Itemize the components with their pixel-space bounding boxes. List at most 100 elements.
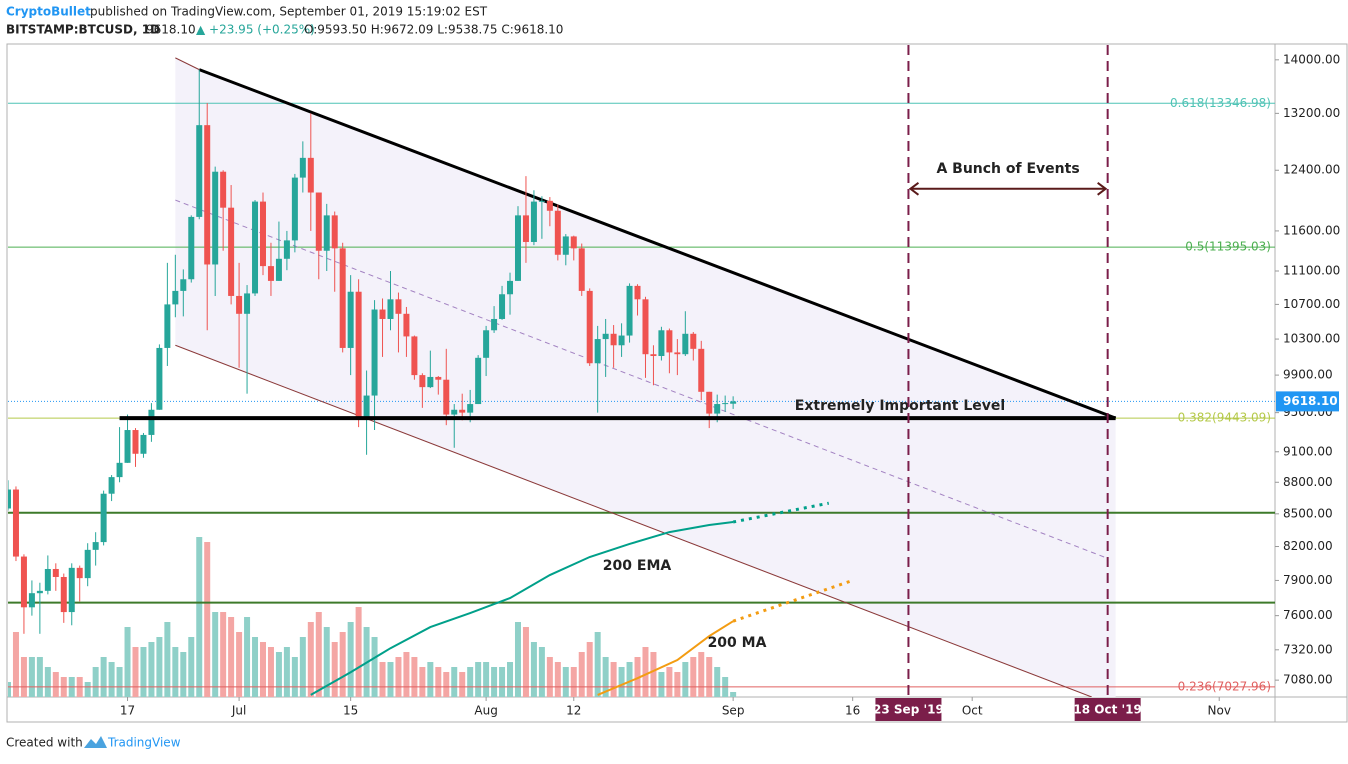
volume-bar: [244, 617, 251, 697]
indicator-label: 200 EMA: [603, 558, 672, 574]
candle-body: [379, 309, 386, 319]
indicator-line: [597, 620, 734, 696]
volume-bar: [164, 622, 171, 697]
volume-bar: [618, 667, 625, 697]
last-price: 9618.10: [146, 23, 196, 37]
candle-body: [259, 201, 266, 267]
volume-bar: [28, 657, 35, 697]
volume-bar: [124, 627, 131, 697]
candle-body: [236, 295, 243, 314]
volume-bar: [530, 642, 537, 697]
candle-body: [538, 200, 545, 202]
candle-body: [722, 403, 729, 405]
y-tick-label: 10700.00: [1283, 297, 1340, 311]
volume-bar: [204, 542, 211, 697]
x-tick-label: Aug: [474, 704, 497, 718]
candle-body: [427, 376, 434, 388]
volume-bar: [299, 637, 306, 697]
event-date-box: [875, 698, 942, 721]
candle-body: [714, 404, 721, 414]
volume-bar: [491, 667, 498, 697]
chart-frame: [6, 43, 1348, 723]
candle-body: [252, 201, 259, 294]
candle-body: [650, 354, 657, 357]
brand-logo: [84, 736, 107, 748]
candle-body: [244, 293, 251, 314]
candle-body: [634, 285, 641, 300]
candle-body: [299, 157, 306, 178]
candle-body: [267, 266, 274, 281]
volume-bar: [730, 692, 737, 697]
volume-bar: [100, 657, 107, 697]
candle-body: [507, 280, 514, 295]
volume-bar: [8, 682, 11, 697]
candle-body: [204, 125, 211, 265]
indicator-projection: [732, 501, 830, 524]
y-tick-label: 7600.00: [1283, 608, 1333, 622]
candle-body: [610, 333, 617, 346]
y-tick-label: 8800.00: [1283, 475, 1333, 489]
volume-bar: [690, 657, 697, 697]
author[interactable]: CryptoBullet: [6, 5, 91, 19]
indicator-label: 200 MA: [708, 635, 767, 651]
volume-bar: [323, 627, 330, 697]
candle-body: [212, 171, 219, 265]
volume-bar: [443, 672, 450, 697]
candle-body: [363, 395, 370, 420]
candle-body: [530, 201, 537, 242]
candle-body: [12, 489, 19, 557]
volume-bar: [626, 662, 633, 697]
footer-brand[interactable]: TradingView: [107, 736, 181, 750]
candle-body: [642, 299, 649, 355]
volume-bar: [650, 652, 657, 697]
candle-body: [307, 157, 314, 193]
y-tick-label: 8500.00: [1283, 506, 1333, 520]
candle-body: [315, 192, 322, 251]
y-tick-label: 11600.00: [1283, 223, 1340, 237]
x-tick-label: Nov: [1208, 704, 1231, 718]
candle-body: [220, 171, 227, 208]
candle-body: [156, 347, 163, 410]
volume-bar: [499, 667, 506, 697]
x-tick-label: Sep: [722, 704, 745, 718]
volume-bar: [148, 642, 155, 697]
volume-bar: [570, 667, 577, 697]
volume-bar: [387, 662, 394, 697]
volume-bar: [180, 652, 187, 697]
volume-bar: [642, 647, 649, 697]
candle-body: [682, 333, 689, 355]
volume-bar: [315, 612, 322, 697]
candle-body: [92, 542, 99, 550]
volume-bar: [108, 662, 115, 697]
indicator-line: [310, 521, 734, 696]
candle-body: [403, 313, 410, 337]
x-tick-label: 16: [845, 704, 860, 718]
volume-bar: [172, 647, 179, 697]
volume-bar: [546, 657, 553, 697]
volume-bar: [228, 617, 235, 697]
volume-bar: [196, 537, 203, 697]
candle-body: [674, 352, 681, 355]
volume-bar: [92, 667, 99, 697]
candle-body: [52, 568, 59, 577]
volume-bar: [507, 662, 514, 697]
candle-body: [28, 593, 35, 608]
volume-bar: [331, 642, 338, 697]
candle-body: [419, 375, 426, 388]
volume-bar: [427, 662, 434, 697]
candle-body: [76, 567, 83, 579]
candle-body: [475, 357, 482, 405]
volume-bar: [212, 612, 219, 697]
volume-bar: [475, 662, 482, 697]
candle-body: [355, 291, 362, 420]
candle-body: [514, 215, 521, 281]
candle-body: [20, 556, 27, 608]
volume-bar: [355, 607, 362, 697]
volume-bar: [674, 672, 681, 697]
volume-bar: [307, 622, 314, 697]
volume-bar: [188, 637, 195, 697]
fib-label: 0.382(9443.09): [1178, 411, 1271, 425]
candle-body: [395, 299, 402, 314]
candle-body: [331, 215, 338, 249]
